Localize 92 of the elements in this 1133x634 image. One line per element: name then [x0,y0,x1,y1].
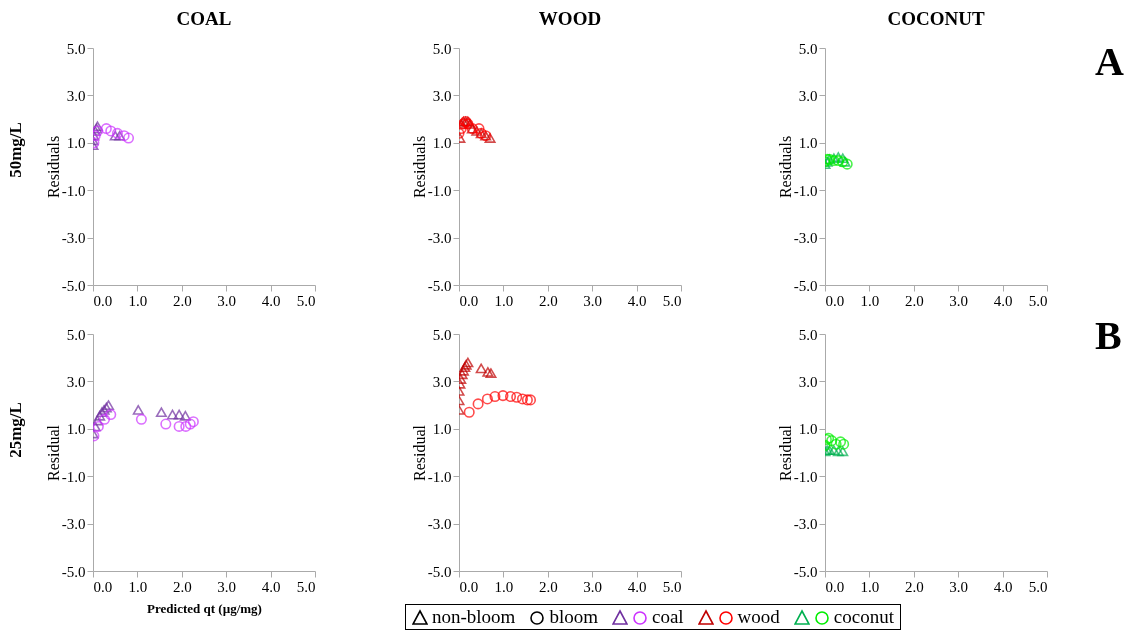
x-axis-title: Predicted qt (µg/mg) [147,600,262,616]
y-tick-label: -5.0 [427,277,452,294]
y-tick-label: -5.0 [793,563,818,580]
y-axis-title: Residuals [44,135,62,199]
legend-title: wood [737,606,780,628]
y-axis-title: Residual [410,424,428,481]
y-tick-label: 5.0 [66,326,86,343]
x-tick-label: 3.0 [217,292,237,309]
x-tick-label: 3.0 [583,292,603,309]
y-tick-label: 5.0 [432,326,452,343]
x-tick-label: 2.0 [538,292,558,309]
x-tick-label: 5.0 [296,578,316,595]
x-tick-label: 4.0 [627,578,647,595]
x-tick-label: 4.0 [993,292,1013,309]
text: 50mg/L [5,122,26,178]
legend-title: coconut [833,606,894,628]
y-tick-label: 1.0 [66,421,86,438]
x-tick-label: 4.0 [993,578,1013,595]
y-tick-label: 1.0 [798,135,818,152]
x-tick-label: 1.0 [860,578,880,595]
chart-title: COCONUT [887,8,985,29]
y-tick-label: 3.0 [798,87,818,104]
text: A [1095,38,1124,85]
text: 25mg/L [5,402,26,458]
y-tick-label: -1.0 [793,468,818,485]
x-tick-label: 0.0 [459,292,479,309]
y-tick-label: 3.0 [432,87,452,104]
x-tick-label: 4.0 [261,292,281,309]
x-tick-label: 5.0 [662,292,682,309]
x-tick-label: 4.0 [261,578,281,595]
x-tick-label: 2.0 [172,578,192,595]
x-tick-label: 1.0 [494,292,514,309]
y-tick-label: -3.0 [61,516,86,533]
y-tick-label: -1.0 [427,182,452,199]
y-tick-label: 3.0 [66,373,86,390]
x-tick-label: 3.0 [949,578,969,595]
x-tick-label: 5.0 [662,578,682,595]
y-tick-label: -3.0 [793,230,818,247]
y-tick-label: 5.0 [66,40,86,57]
y-tick-label: 3.0 [798,373,818,390]
y-tick-label: -5.0 [793,277,818,294]
x-tick-label: 1.0 [494,578,514,595]
y-tick-label: 1.0 [432,421,452,438]
x-tick-label: 1.0 [860,292,880,309]
y-axis-title: Residual [776,424,794,481]
y-tick-label: 3.0 [66,87,86,104]
x-tick-label: 2.0 [904,292,924,309]
y-tick-label: 1.0 [66,135,86,152]
y-tick-label: 3.0 [432,373,452,390]
y-axis-title: Residuals [776,135,794,199]
y-tick-label: -1.0 [427,468,452,485]
y-tick-label: -5.0 [61,563,86,580]
x-tick-label: 0.0 [459,578,479,595]
y-tick-label: -3.0 [793,516,818,533]
y-tick-label: 5.0 [798,40,818,57]
x-tick-label: 2.0 [904,578,924,595]
chart-title: WOOD [538,8,602,29]
y-tick-label: -1.0 [793,182,818,199]
text: non-bloom [432,606,516,628]
y-tick-label: -5.0 [427,563,452,580]
x-tick-label: 5.0 [296,292,316,309]
x-tick-label: 5.0 [1028,292,1048,309]
y-tick-label: -5.0 [61,277,86,294]
x-tick-label: 2.0 [538,578,558,595]
x-tick-label: 4.0 [627,292,647,309]
y-axis-title: Residual [44,424,62,481]
chart-title: COAL [176,8,232,29]
x-tick-label: 0.0 [93,578,113,595]
x-tick-label: 3.0 [583,578,603,595]
y-tick-label: 1.0 [432,135,452,152]
x-tick-label: 5.0 [1028,578,1048,595]
x-tick-label: 0.0 [825,578,845,595]
x-tick-label: 0.0 [93,292,113,309]
y-tick-label: 5.0 [432,40,452,57]
text: B [1095,312,1122,359]
y-tick-label: -3.0 [427,516,452,533]
y-tick-label: -3.0 [427,230,452,247]
y-tick-label: -1.0 [61,468,86,485]
x-tick-label: 3.0 [217,578,237,595]
point [484,133,496,143]
x-tick-label: 1.0 [128,578,148,595]
y-tick-label: 1.0 [798,421,818,438]
x-tick-label: 3.0 [949,292,969,309]
y-tick-label: -3.0 [61,230,86,247]
legend-title: coal [651,606,684,628]
x-tick-label: 1.0 [128,292,148,309]
y-tick-label: 5.0 [798,326,818,343]
y-axis-title: Residuals [410,135,428,199]
y-tick-label: -1.0 [61,182,86,199]
x-tick-label: 0.0 [825,292,845,309]
x-tick-label: 2.0 [172,292,192,309]
text: bloom [549,606,598,628]
